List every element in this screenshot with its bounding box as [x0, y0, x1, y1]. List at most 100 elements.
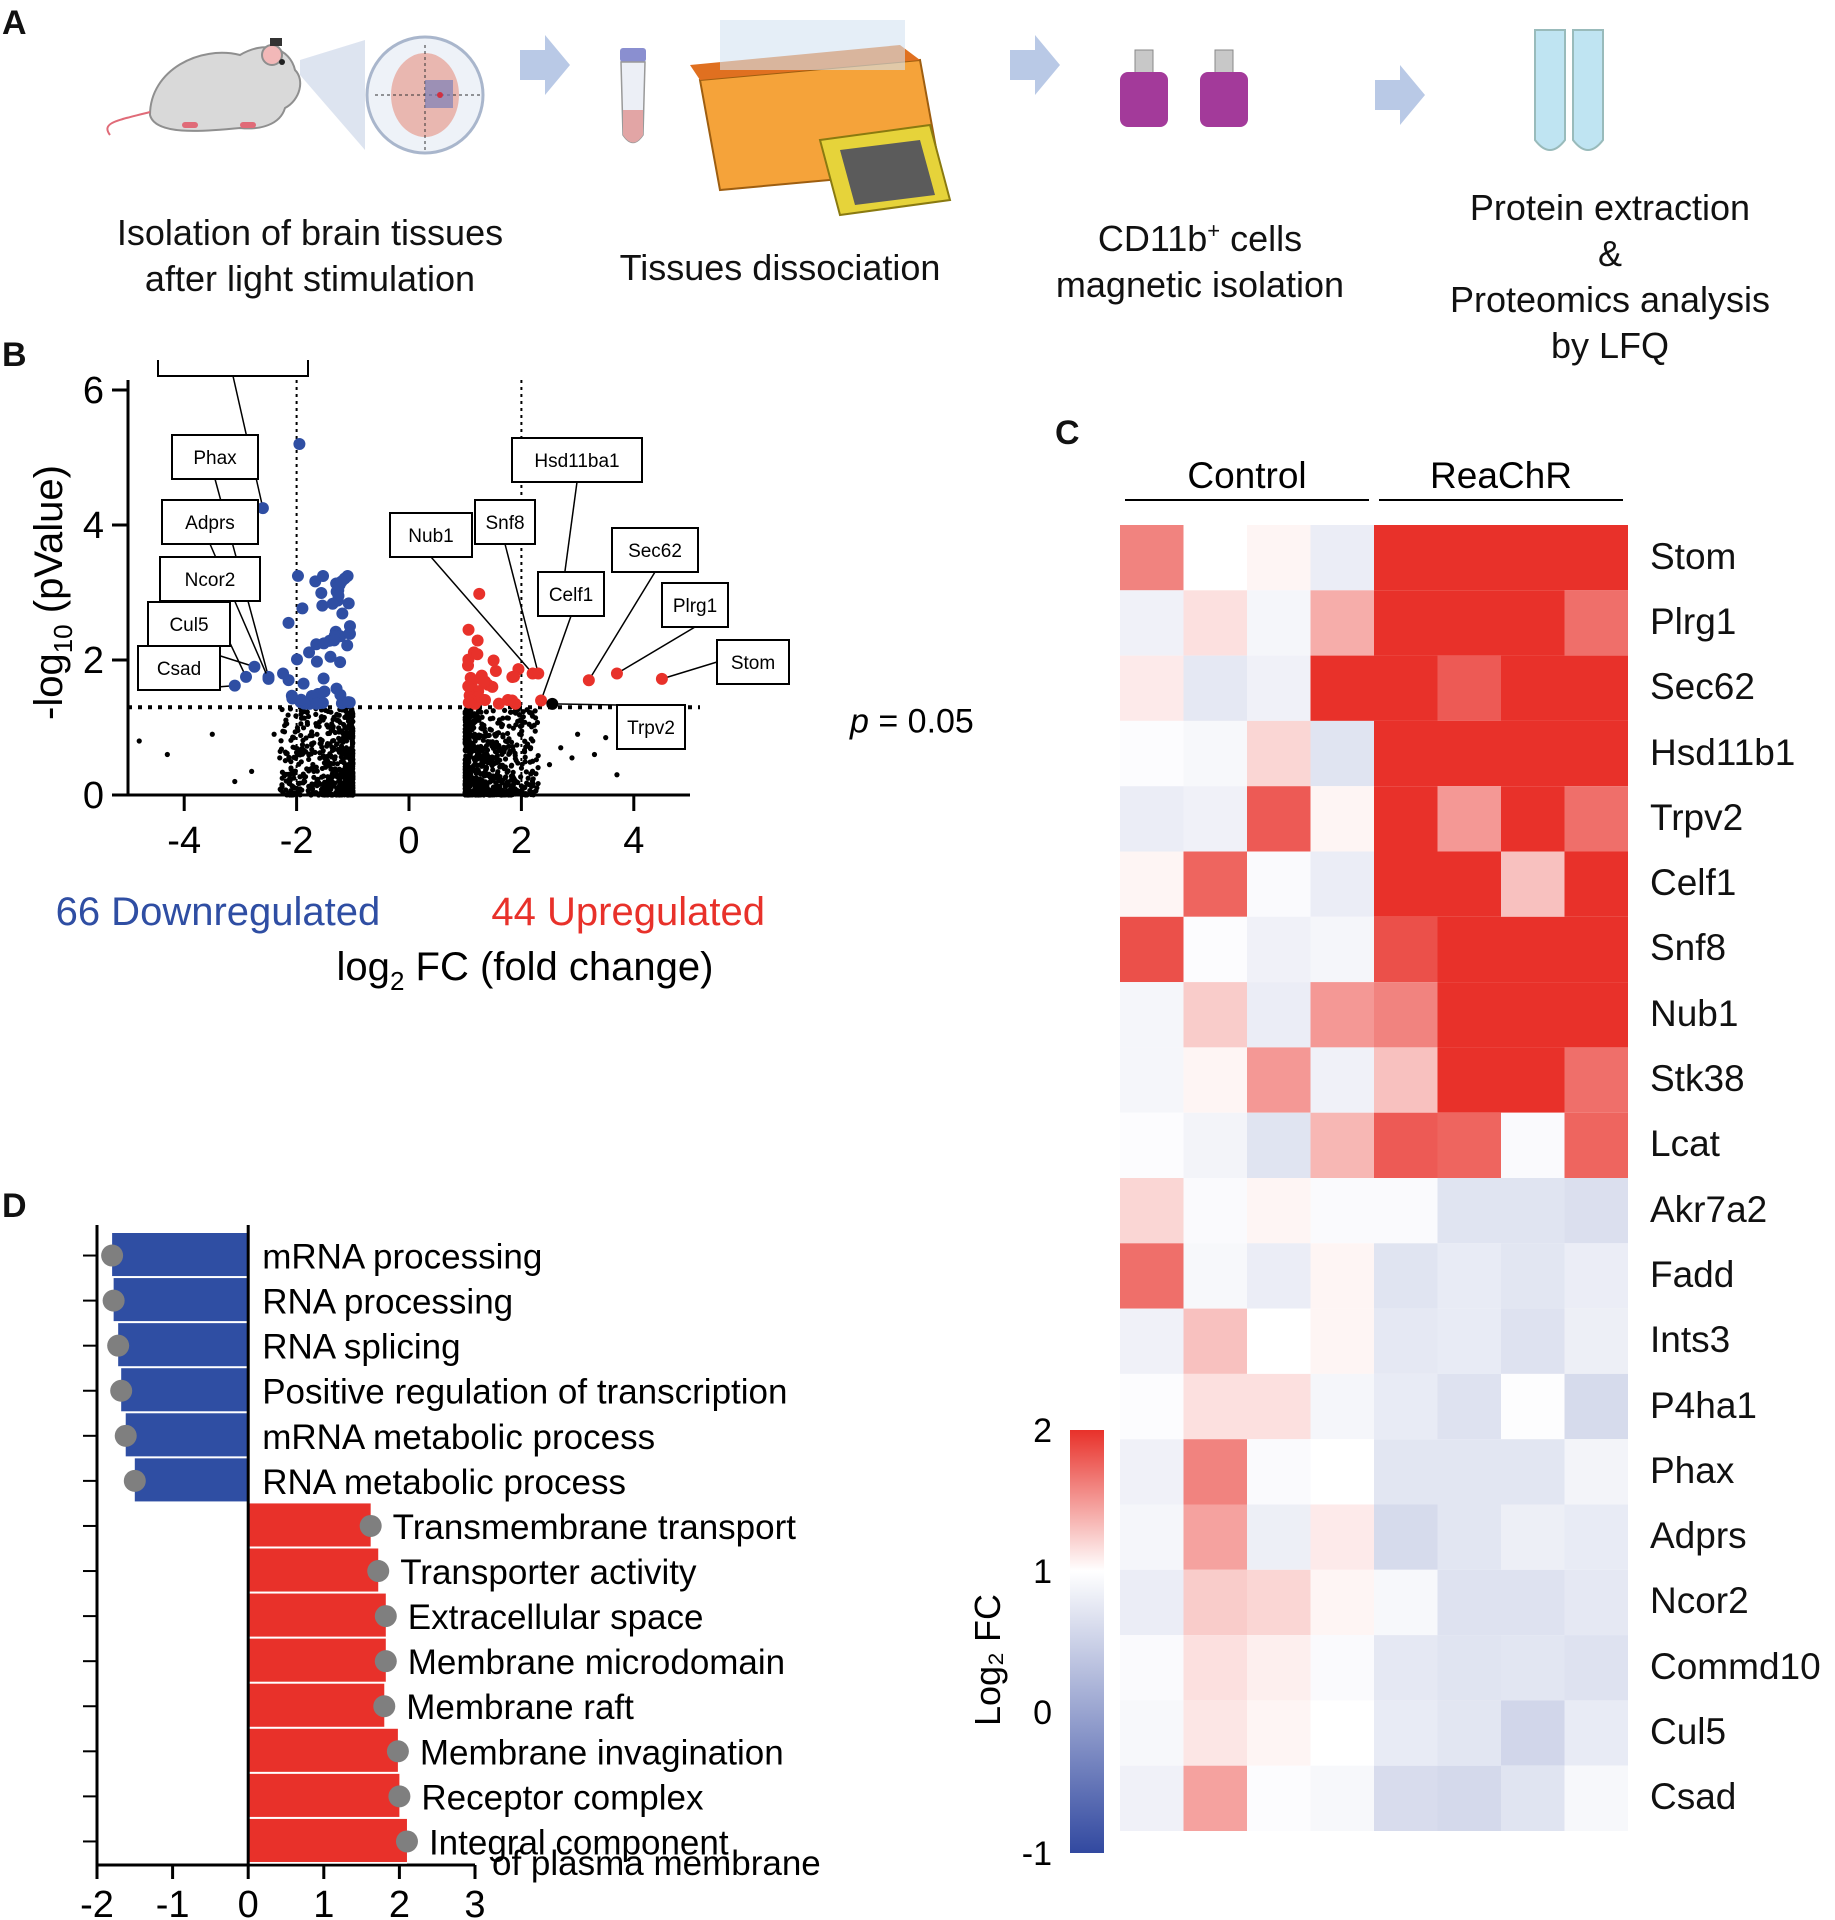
data-point [342, 708, 349, 714]
data-point [533, 771, 539, 777]
category-label: Receptor complex [421, 1778, 704, 1817]
data-point [479, 777, 485, 784]
data-point [277, 667, 290, 680]
data-point [501, 707, 508, 713]
data-point [284, 721, 290, 727]
data-point [299, 749, 305, 755]
heatmap-cell [1564, 1569, 1628, 1636]
heatmap-cell [1183, 1373, 1247, 1440]
heatmap-cell [1564, 720, 1628, 787]
heatmap-cell [1183, 1700, 1247, 1766]
data-point [479, 714, 485, 720]
bar [248, 1773, 400, 1817]
data-point [520, 784, 526, 790]
heatmap-row-label: Csad [1650, 1776, 1737, 1818]
data-point [345, 780, 351, 786]
data-point [518, 717, 524, 723]
labeled-point-ncor2 [240, 670, 253, 683]
category-label: Extracellular space [408, 1598, 704, 1637]
step-2-caption: Tissues dissociation [619, 247, 941, 288]
downregulated-count: 66 Downregulated [56, 890, 381, 934]
data-point [342, 774, 348, 781]
heatmap-cell [1120, 1765, 1184, 1831]
bar-endpoint [395, 1830, 418, 1853]
data-point [297, 786, 303, 792]
annotation-label-cul5: Cul5 [169, 615, 208, 636]
labeled-point-celf1 [535, 694, 548, 707]
data-point [462, 786, 469, 793]
heatmap-cell [1437, 982, 1501, 1048]
heatmap-cell [1564, 916, 1628, 983]
data-point [317, 719, 323, 725]
heatmap-cell [1247, 1047, 1311, 1113]
data-point [495, 720, 501, 726]
data-point [232, 778, 238, 785]
heatmap-cell [1183, 1047, 1247, 1113]
heatmap-cell [1437, 1504, 1501, 1570]
heatmap-cell [1437, 655, 1501, 721]
data-point [339, 770, 346, 776]
heatmap-cell [1437, 1439, 1501, 1505]
bar-endpoint [374, 1650, 397, 1673]
data-point [249, 768, 255, 774]
data-point [315, 587, 328, 600]
heatmap-cell [1310, 786, 1374, 852]
data-point [282, 749, 289, 755]
bar [248, 1728, 398, 1772]
data-point [527, 788, 533, 795]
x-tick-label: 0 [238, 1884, 259, 1920]
annotation-label-stom: Stom [731, 653, 775, 674]
bar [248, 1638, 386, 1682]
data-point [517, 789, 523, 796]
heatmap-cell [1247, 1439, 1311, 1505]
data-point [316, 723, 322, 730]
data-point [277, 755, 283, 761]
data-point [339, 782, 345, 788]
brain-section-icon [365, 35, 485, 155]
heatmap-cell [1374, 655, 1438, 721]
data-point [502, 764, 509, 770]
heatmap-cell [1247, 1700, 1311, 1766]
data-point [483, 709, 489, 715]
labeled-point-sec62 [582, 674, 595, 687]
data-point [499, 722, 506, 728]
arrow-icon [520, 35, 570, 95]
annotation-label-csad: Csad [157, 659, 201, 680]
labeled-point-plrg1 [610, 667, 623, 680]
data-point [471, 648, 484, 661]
data-point [296, 602, 309, 615]
data-point [487, 726, 493, 732]
data-point [336, 725, 342, 731]
data-point [327, 741, 333, 747]
data-point [279, 775, 285, 781]
data-point [337, 778, 343, 785]
data-point [490, 715, 496, 721]
data-point [476, 732, 482, 738]
data-point [320, 753, 327, 759]
data-point [575, 731, 581, 737]
heatmap-row-label: Ncor2 [1650, 1580, 1749, 1622]
heatmap-cell [1183, 1308, 1247, 1374]
panel-label-c: C [1055, 414, 1080, 452]
data-point [336, 712, 342, 718]
heatmap-cell [1374, 1504, 1438, 1570]
heatmap-cell [1374, 786, 1438, 852]
bar-endpoint [102, 1289, 125, 1312]
data-point [327, 783, 333, 789]
data-point [500, 734, 506, 740]
data-point [291, 785, 297, 791]
step-4-caption: Protein extraction & Proteomics analysis… [1449, 187, 1771, 366]
annotation-box [474, 499, 536, 545]
data-point [521, 747, 528, 753]
heatmap-cell [1501, 1243, 1565, 1309]
upregulated-count: 44 Upregulated [491, 890, 765, 934]
data-point [303, 735, 309, 741]
data-point [520, 709, 526, 715]
heatmap-cell [1120, 916, 1184, 983]
heatmap-cell [1564, 590, 1628, 656]
data-point [301, 778, 307, 784]
data-point [293, 438, 306, 450]
data-point [472, 738, 478, 744]
labeled-point-stom [655, 672, 668, 685]
